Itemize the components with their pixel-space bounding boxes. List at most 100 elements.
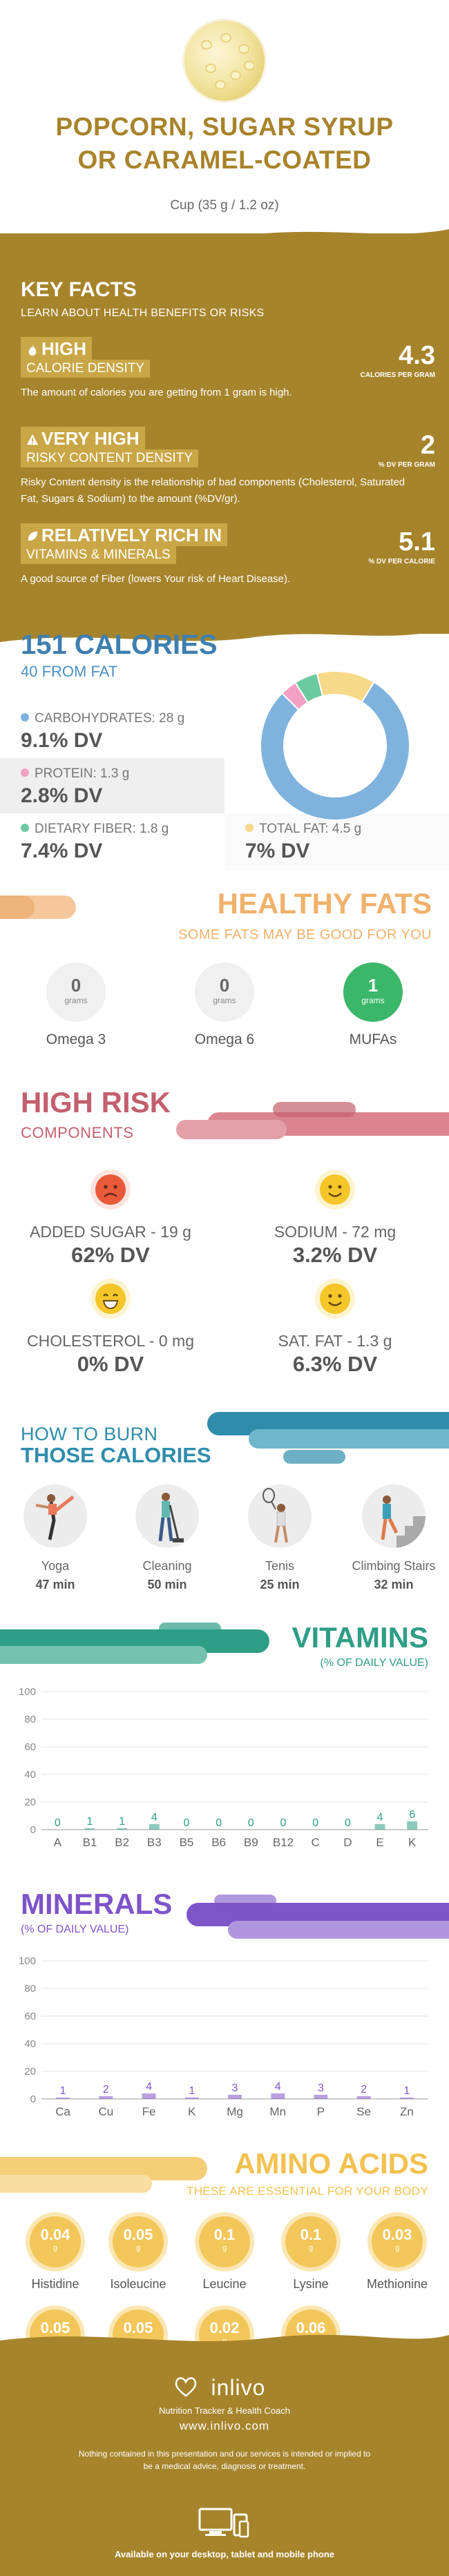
bar-value-label: 3 [318,2082,324,2094]
title-line-2: OR CARAMEL-COATED [77,146,372,174]
amino-name: Lysine [293,2277,329,2291]
bar-value-label: 0 [216,1817,222,1829]
x-tick-label: Ca [55,2105,70,2118]
high-risk-bar [273,1102,356,1117]
amino-value: 0.02 [209,2319,240,2336]
footer-url[interactable]: www.inlivo.com [179,2419,270,2432]
macro-dv: 7% DV [245,840,310,862]
high-risk-bar [176,1120,287,1139]
fiber-dot-icon [21,824,29,832]
bar-P [314,2095,328,2099]
y-tick-label: 40 [24,1769,36,1781]
activity-minutes: 50 min [147,1578,187,1591]
tennis-icon [248,1484,312,1548]
x-tick-label: E [376,1836,383,1849]
fact-unit: % DV PER CALORIE [368,558,435,565]
x-tick-label: K [408,1836,417,1849]
carb-dot-icon [21,713,29,722]
macro-carbohydrates: CARBOHYDRATES: 28 g 9.1% DV [21,711,184,753]
fat-dot-icon [245,824,254,832]
bar-value-label: 6 [409,1809,415,1821]
bar-value-label: 4 [377,1812,383,1823]
risk-label: SAT. FAT - 1.3 g [278,1332,392,1350]
activity-minutes: 25 min [260,1578,300,1591]
activity-tennis: Tenis 25 min [231,1484,328,1592]
y-tick-label: 80 [24,1714,36,1725]
high-risk-title: HIGH RISK [21,1086,171,1118]
fat-value: 0 [70,975,82,996]
bar-Ca [56,2098,70,2099]
amino-circle: 0.03 g [372,2216,423,2267]
serving-size: Cup (35 g / 1.2 oz) [170,198,279,213]
bar-Fe [142,2093,156,2099]
amino-name: Methionine [366,2277,428,2291]
macro-label: DIETARY FIBER: 1.8 g [35,822,169,836]
donut-slice-3 [316,670,375,704]
bar-K [407,1821,418,1830]
bar-value-label: 1 [189,2085,195,2097]
amino-isoleucine: 0.05 g Isoleucine [97,2216,180,2292]
y-tick-label: 100 [19,1686,36,1698]
vitamins-bar-chart: 0 20 40 60 80 100 0 A 1 B1 1 B2 4 B3 0 B5 0 B6 0 B9 0 B12 0 C 0 D… [19,1686,428,1849]
amino-methionine: 0.03 g Methionine [356,2216,439,2292]
x-tick-label: D [343,1836,352,1849]
fat-mufas: 1 grams MUFAs [321,962,425,1048]
x-tick-label: Se [356,2105,371,2118]
warning-icon [26,434,39,445]
amino-histidine: 0.04 g Histidine [14,2216,97,2292]
risk-sodium: SODIUM - 72 mg 3.2% DV [231,1168,439,1268]
fact-label: VITAMINS & MINERALS [21,546,176,564]
amino-value: 0.04 [40,2226,70,2243]
risk-added-sugar: ADDED SUGAR - 19 g 62% DV [7,1168,214,1268]
amino-name: Leucine [202,2277,247,2291]
footer-disclaimer: Nothing contained in this presentation a… [78,2449,371,2471]
high-risk-subtitle: COMPONENTS [21,1124,134,1141]
fact-level-text: HIGH [41,338,86,359]
happy-face-icon [315,1279,355,1319]
fact-level-badge: RELATIVELY RICH IN [21,523,228,546]
macro-dv: 7.4% DV [21,840,103,862]
x-tick-label: Cu [98,2105,113,2118]
fact-description: Risky Content density is the relationshi… [21,476,405,505]
amino-bar [0,2175,152,2193]
minerals-bar-chart: 0 20 40 60 80 100 1 Ca 2 Cu 4 Fe 1 K 3 Mg 4 Mn 3 P 2 Se 1 Zn [19,1955,428,2118]
macro-row-bg [0,758,224,813]
activity-name: Yoga [41,1559,70,1573]
bar-Mg [228,2095,242,2099]
minerals-subtitle: (% OF DAILY VALUE) [21,1924,129,1935]
amino-title: AMINO ACIDS [234,2147,428,2180]
amino-unit: g [222,2244,227,2252]
bar-B2 [117,1828,128,1830]
fact-value: 5.1 [399,527,435,556]
popcorn-photo-icon [184,21,265,101]
fact-description: The amount of calories you are getting f… [21,387,292,398]
bar-value-label: 1 [119,1816,125,1828]
y-tick-label: 100 [19,1955,36,1967]
bar-value-label: 0 [280,1817,287,1829]
macro-fiber: DIETARY FIBER: 1.8 g 7.4% DV [21,822,169,863]
calories-title: 151 CALORIES [21,630,218,660]
bar-B3 [149,1824,160,1830]
amino-leucine: 0.1 g Leucine [183,2216,266,2292]
donut-slice-0 [260,681,410,821]
macros-donut-chart [260,670,410,821]
amino-lysine: 0.1 g Lysine [269,2216,352,2292]
x-tick-label: Mn [269,2105,286,2118]
bar-Cu [99,2096,113,2099]
page-title: POPCORN, SUGAR SYRUP OR CARAMEL-COATED [0,110,449,177]
leaf-icon [28,531,38,541]
vitamins-bar [0,1646,207,1664]
amino-value: 0.05 [40,2319,70,2336]
bar-value-label: 4 [146,2081,152,2093]
fact-level-badge: VERY HIGH [21,427,145,449]
activity-name: Tenis [265,1559,295,1573]
fact-label: RISKY CONTENT DENSITY [21,449,199,467]
key-facts-subtitle: LEARN ABOUT HEALTH BENEFITS OR RISKS [21,307,265,319]
amino-value: 0.1 [213,2226,236,2243]
protein-dot-icon [21,768,29,777]
amino-value: 0.05 [123,2319,153,2336]
risk-label: SODIUM - 72 mg [274,1223,397,1241]
happy-face-icon [315,1170,355,1210]
fact-value: 2 [420,431,435,460]
